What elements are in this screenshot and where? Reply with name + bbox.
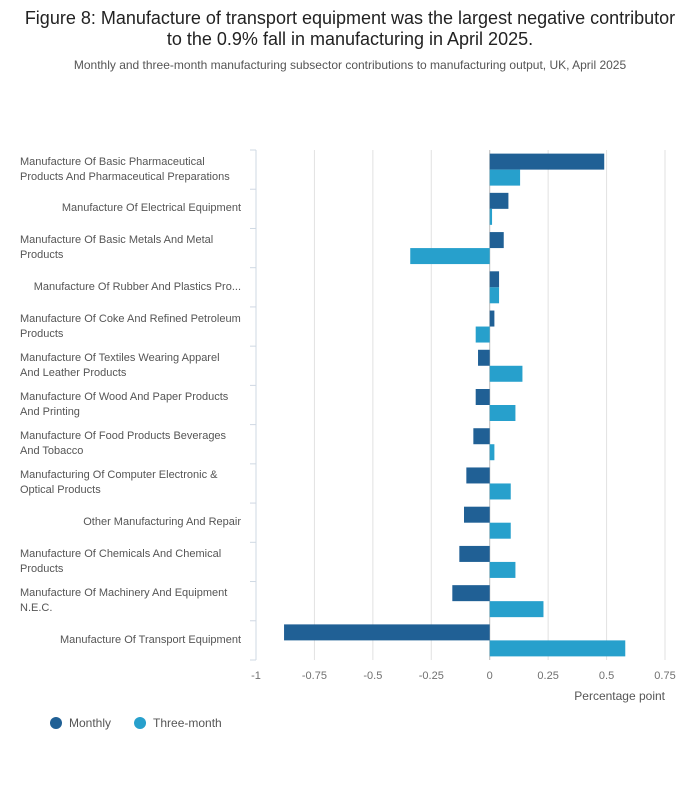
bar bbox=[489, 169, 521, 186]
bar bbox=[464, 506, 490, 523]
bar bbox=[489, 271, 500, 288]
x-tick-label: 0.5 bbox=[599, 670, 614, 682]
x-tick-label: -0.75 bbox=[302, 670, 327, 682]
y-tick-label: Manufacture Of Textiles Wearing Apparel … bbox=[20, 346, 241, 385]
bar bbox=[478, 349, 490, 366]
legend-label: Three-month bbox=[153, 716, 222, 730]
bar bbox=[489, 365, 523, 382]
category-text: Manufacture Of Basic Pharmaceutical Prod… bbox=[20, 155, 230, 183]
x-tick-label: -1 bbox=[251, 670, 261, 682]
y-tick-label: Manufacture Of Machinery And Equipment N… bbox=[20, 582, 241, 621]
y-tick-label: Manufacture Of Basic Metals And Metal Pr… bbox=[20, 228, 241, 267]
category-text: Manufacture Of Machinery And Equipment N… bbox=[20, 587, 228, 615]
bar bbox=[489, 405, 516, 421]
y-tick-label: Manufacture Of Rubber And Plastics Pro..… bbox=[20, 268, 241, 307]
bar bbox=[489, 640, 626, 657]
y-tick-label: Manufacture Of Coke And Refined Petroleu… bbox=[20, 307, 241, 346]
x-tick-label: 0.25 bbox=[537, 670, 558, 682]
bar bbox=[489, 153, 605, 170]
x-axis-label: Percentage point bbox=[574, 689, 665, 703]
bar bbox=[473, 428, 490, 445]
category-text: Manufacture Of Basic Metals And Metal Pr… bbox=[20, 234, 214, 262]
bar bbox=[489, 483, 511, 500]
y-tick-label: Manufacture Of Transport Equipment bbox=[20, 621, 241, 660]
bar bbox=[459, 545, 490, 562]
category-text: Manufacture Of Food Products Beverages A… bbox=[20, 430, 227, 458]
y-tick-label: Manufacture Of Electrical Equipment bbox=[20, 189, 241, 228]
bar bbox=[466, 467, 490, 484]
bar bbox=[489, 601, 544, 618]
bar bbox=[452, 585, 490, 602]
y-tick-label: Manufacture Of Wood And Paper Products A… bbox=[20, 385, 241, 424]
category-text: Manufacturing Of Computer Electronic & O… bbox=[20, 469, 218, 497]
bar bbox=[410, 248, 490, 265]
bar bbox=[284, 624, 490, 641]
x-tick-label: -0.25 bbox=[419, 670, 444, 682]
category-text: Manufacture Of Coke And Refined Petroleu… bbox=[20, 312, 241, 340]
category-text: Manufacture Of Textiles Wearing Apparel … bbox=[20, 351, 220, 379]
category-text: Manufacture Of Rubber And Plastics Pro..… bbox=[33, 280, 241, 293]
category-text: Manufacture Of Transport Equipment bbox=[60, 633, 241, 646]
bar bbox=[489, 208, 493, 225]
x-tick-label: -0.5 bbox=[363, 670, 382, 682]
legend-marker bbox=[134, 717, 147, 729]
x-tick-label: 0 bbox=[487, 670, 493, 682]
category-text: Other Manufacturing And Repair bbox=[83, 516, 241, 529]
bar bbox=[475, 326, 490, 343]
y-tick-label: Manufacturing Of Computer Electronic & O… bbox=[20, 464, 241, 503]
legend-marker bbox=[50, 717, 62, 729]
category-text: Manufacture Of Wood And Paper Products A… bbox=[20, 390, 229, 418]
bar bbox=[489, 192, 509, 209]
bar bbox=[489, 561, 516, 578]
bar bbox=[489, 287, 500, 304]
bar bbox=[489, 232, 504, 249]
y-tick-label: Other Manufacturing And Repair bbox=[20, 503, 241, 542]
chart-title: Figure 8: Manufacture of transport equip… bbox=[24, 8, 676, 49]
x-tick-label: 0.75 bbox=[654, 670, 675, 682]
bar bbox=[489, 444, 495, 461]
chart-subtitle: Monthly and three-month manufacturing su… bbox=[73, 58, 627, 72]
y-tick-label: Manufacture Of Basic Pharmaceutical Prod… bbox=[20, 150, 241, 189]
y-tick-label: Manufacture Of Chemicals And Chemical Pr… bbox=[20, 542, 241, 581]
bar bbox=[475, 389, 490, 405]
y-tick-label: Manufacture Of Food Products Beverages A… bbox=[20, 425, 241, 464]
bar bbox=[489, 310, 495, 327]
bar bbox=[489, 522, 511, 539]
legend-label: Monthly bbox=[69, 716, 111, 730]
category-text: Manufacture Of Chemicals And Chemical Pr… bbox=[20, 547, 222, 575]
category-text: Manufacture Of Electrical Equipment bbox=[61, 202, 241, 215]
